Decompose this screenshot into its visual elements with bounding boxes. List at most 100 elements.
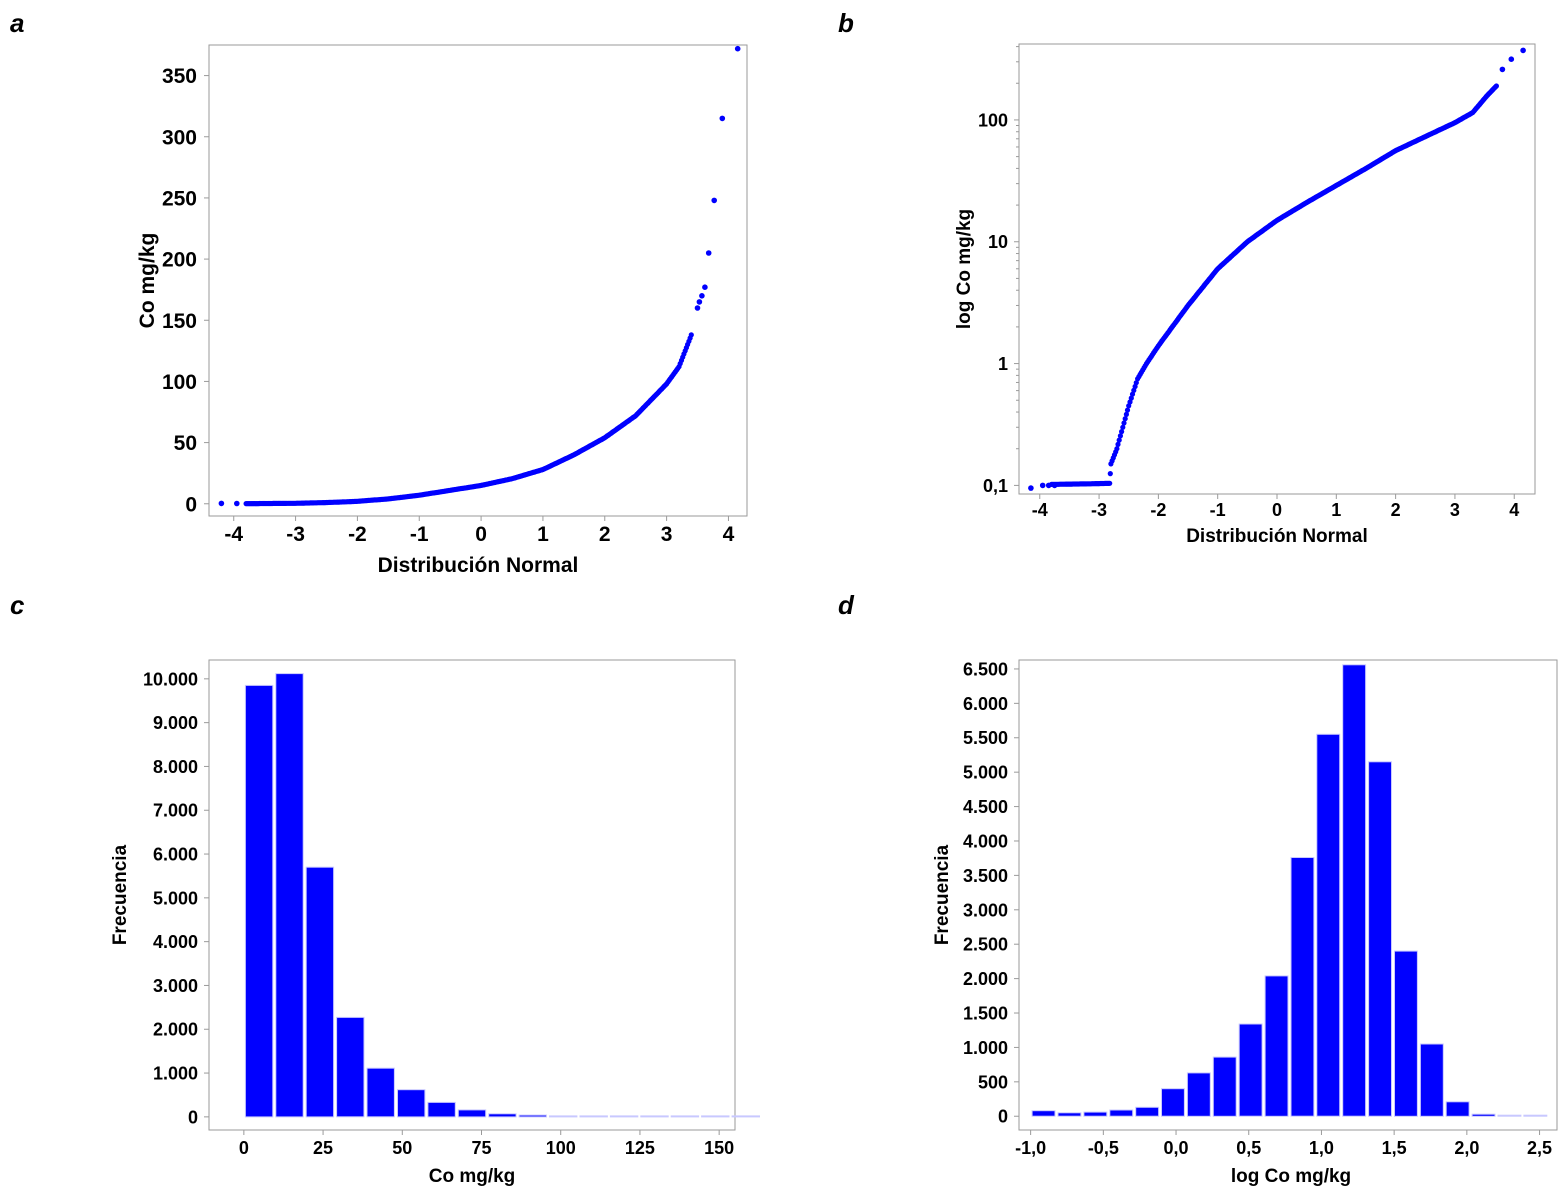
x-tick-label: 0,0 [1164, 1138, 1189, 1158]
histogram-bar [549, 1115, 578, 1118]
y-tick-label: 4.000 [153, 932, 198, 952]
histogram-bar [1445, 1101, 1470, 1117]
histogram-bar [397, 1089, 426, 1118]
histogram-bar [1264, 975, 1289, 1117]
y-tick-label: 0 [998, 1107, 1008, 1127]
data-point [688, 332, 694, 338]
plot-frame-c [208, 659, 736, 1131]
data-point [1039, 482, 1046, 489]
x-tick-label: 125 [625, 1138, 655, 1158]
data-point [719, 115, 726, 122]
x-tick-label: 2 [599, 523, 611, 546]
x-tick-label: -4 [1032, 500, 1048, 520]
y-tick-label: 0 [185, 493, 197, 516]
y-tick-label: 2.000 [153, 1020, 198, 1040]
data-point [1128, 395, 1134, 401]
data-point [1127, 399, 1133, 405]
x-axis-label-a: Distribución Normal [378, 554, 579, 577]
x-tick-label: 0 [239, 1138, 249, 1158]
histogram-bar [1497, 1114, 1522, 1117]
data-point [1028, 485, 1034, 491]
histogram-bar [366, 1067, 395, 1118]
histogram-bar [305, 866, 335, 1118]
y-tick-label: 1.500 [963, 1003, 1008, 1023]
x-tick-label: -1 [410, 523, 429, 546]
data-point [1121, 420, 1127, 426]
histogram-bar [1186, 1072, 1211, 1117]
panel-label-c: c [10, 590, 25, 620]
y-tick-label: 5.000 [963, 763, 1008, 783]
histogram-bar [579, 1115, 608, 1118]
histogram-bar [1290, 857, 1315, 1117]
y-tick-label: 8.000 [153, 757, 198, 777]
y-tick-label: 5.500 [963, 728, 1008, 748]
y-tick-label: 250 [162, 187, 197, 210]
histogram-bar [609, 1115, 639, 1118]
histogram-bar [1031, 1110, 1056, 1117]
data-point [1123, 411, 1129, 417]
histogram-bar [731, 1115, 760, 1118]
y-axis-label-c: Frecuencia [110, 844, 131, 945]
data-point [705, 250, 712, 256]
data-point [1051, 482, 1058, 489]
histogram-bar [1161, 1088, 1185, 1117]
x-tick-label: 2,0 [1454, 1138, 1479, 1158]
histogram-bar [336, 1016, 365, 1118]
x-tick-label: 25 [313, 1138, 333, 1158]
histogram-bar [1523, 1114, 1548, 1117]
y-tick-label: 6.000 [963, 694, 1008, 714]
plot-frame-a [208, 44, 748, 517]
y-tick-label: 0 [188, 1107, 198, 1127]
histogram-bar [1368, 761, 1392, 1117]
x-tick-label: -3 [286, 523, 305, 546]
x-tick-label: 150 [704, 1138, 734, 1158]
histogram-bar [1342, 664, 1367, 1117]
x-tick-label: 0 [475, 523, 487, 546]
y-tick-label: 150 [162, 310, 197, 333]
x-tick-label: 0 [1272, 500, 1282, 520]
data-point [234, 500, 240, 507]
x-tick-label: 1,5 [1382, 1138, 1407, 1158]
histogram-bar [488, 1113, 517, 1118]
histogram-bar [1135, 1106, 1160, 1117]
y-axis-label-d: Frecuencia [932, 844, 953, 945]
y-tick-label: 100 [978, 110, 1008, 130]
panel-a-qq-plot: -4 -3 -2 -1 0 1 2 3 4 0 50 100 150 200 250 300 350 Distri… [136, 44, 748, 577]
y-tick-label: 1.000 [963, 1038, 1008, 1058]
data-point [1520, 47, 1526, 54]
y-tick-label: 3.500 [963, 866, 1008, 886]
histogram-bar [1471, 1113, 1496, 1117]
y-tick-label: 7.000 [153, 801, 198, 821]
plot-frame-b [1018, 43, 1536, 495]
x-tick-label: -3 [1091, 500, 1107, 520]
y-tick-label: 6.500 [963, 659, 1008, 679]
histogram-bar [1419, 1043, 1444, 1117]
histogram-bar [1212, 1056, 1237, 1117]
histogram-bar [275, 673, 304, 1118]
x-tick-label: 50 [392, 1138, 412, 1158]
y-tick-label: 10.000 [143, 669, 198, 689]
y-tick-label: 2.500 [963, 935, 1008, 955]
data-point [1499, 66, 1506, 73]
histogram-bar [1109, 1109, 1134, 1117]
data-point [218, 500, 225, 507]
data-point [711, 197, 717, 204]
data-point [1119, 429, 1125, 435]
y-tick-label: 300 [162, 126, 197, 149]
histogram-bar [518, 1114, 547, 1118]
y-axis-label-a: Co mg/kg [136, 233, 159, 329]
x-axis-label-b: Distribución Normal [1186, 526, 1368, 547]
x-tick-label: 1,0 [1309, 1138, 1334, 1158]
data-point [1115, 441, 1121, 447]
x-tick-label: 75 [471, 1138, 491, 1158]
x-tick-label: 3 [1450, 500, 1460, 520]
data-point [1508, 56, 1515, 62]
x-tick-label: -1 [1210, 500, 1226, 520]
data-point [1114, 446, 1120, 452]
histogram-bar [1057, 1112, 1082, 1117]
x-tick-label: 0,5 [1236, 1138, 1261, 1158]
x-tick-label: -4 [224, 523, 243, 546]
data-point [1120, 424, 1126, 430]
x-tick-label: 2,5 [1527, 1138, 1552, 1158]
